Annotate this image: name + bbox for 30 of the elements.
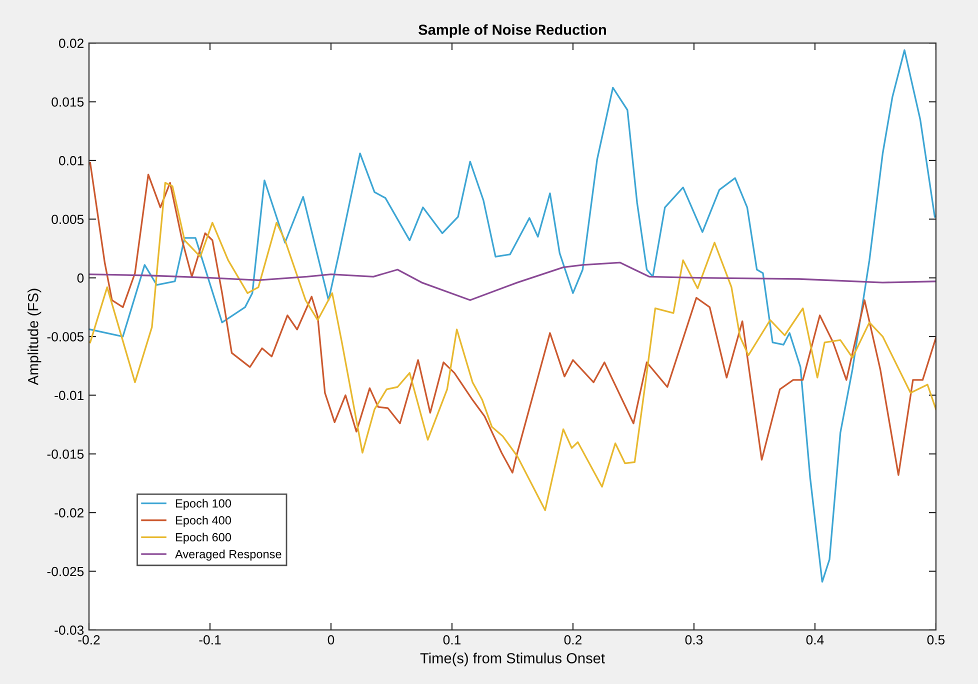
- x-tick-label: 0.1: [443, 635, 461, 645]
- legend-label: Epoch 400: [176, 516, 232, 527]
- y-tick-label: -0.025: [47, 566, 84, 576]
- line-series: [89, 49, 936, 583]
- y-tick-label: -0.005: [47, 332, 84, 342]
- x-tick-label: 0.3: [685, 635, 703, 645]
- x-tick-label: 0.5: [927, 635, 945, 645]
- y-tick-label: -0.02: [54, 508, 84, 518]
- x-tick-label: 0: [328, 635, 334, 645]
- y-tick-label: -0.015: [47, 449, 84, 459]
- legend-label: Averaged Response: [175, 550, 282, 561]
- y-tick-label: -0.01: [54, 390, 84, 400]
- y-tick-label: 0.005: [52, 214, 84, 224]
- legend-label: Epoch 600: [176, 532, 232, 544]
- x-tick-label: -0.2: [78, 635, 100, 645]
- x-tick-label: 0.4: [806, 635, 824, 645]
- y-axis-title: Amplitude (FS): [28, 288, 42, 386]
- legend-label: Epoch 100: [176, 498, 232, 510]
- x-tick-label: 0.2: [564, 635, 582, 645]
- chart-title: Sample of Noise Reduction: [418, 24, 606, 38]
- line-series: [89, 162, 936, 476]
- x-tick-label: -0.1: [199, 635, 221, 645]
- line-series: [89, 262, 936, 301]
- y-tick-label: 0.01: [58, 156, 84, 166]
- y-tick-label: 0: [77, 273, 84, 283]
- y-tick-label: 0.02: [58, 38, 84, 48]
- y-tick-label: 0.015: [52, 97, 84, 107]
- line-series: [89, 182, 936, 512]
- y-tick-label: -0.03: [54, 626, 84, 635]
- x-axis-title: Time(s) from Stimulus Onset: [420, 652, 605, 666]
